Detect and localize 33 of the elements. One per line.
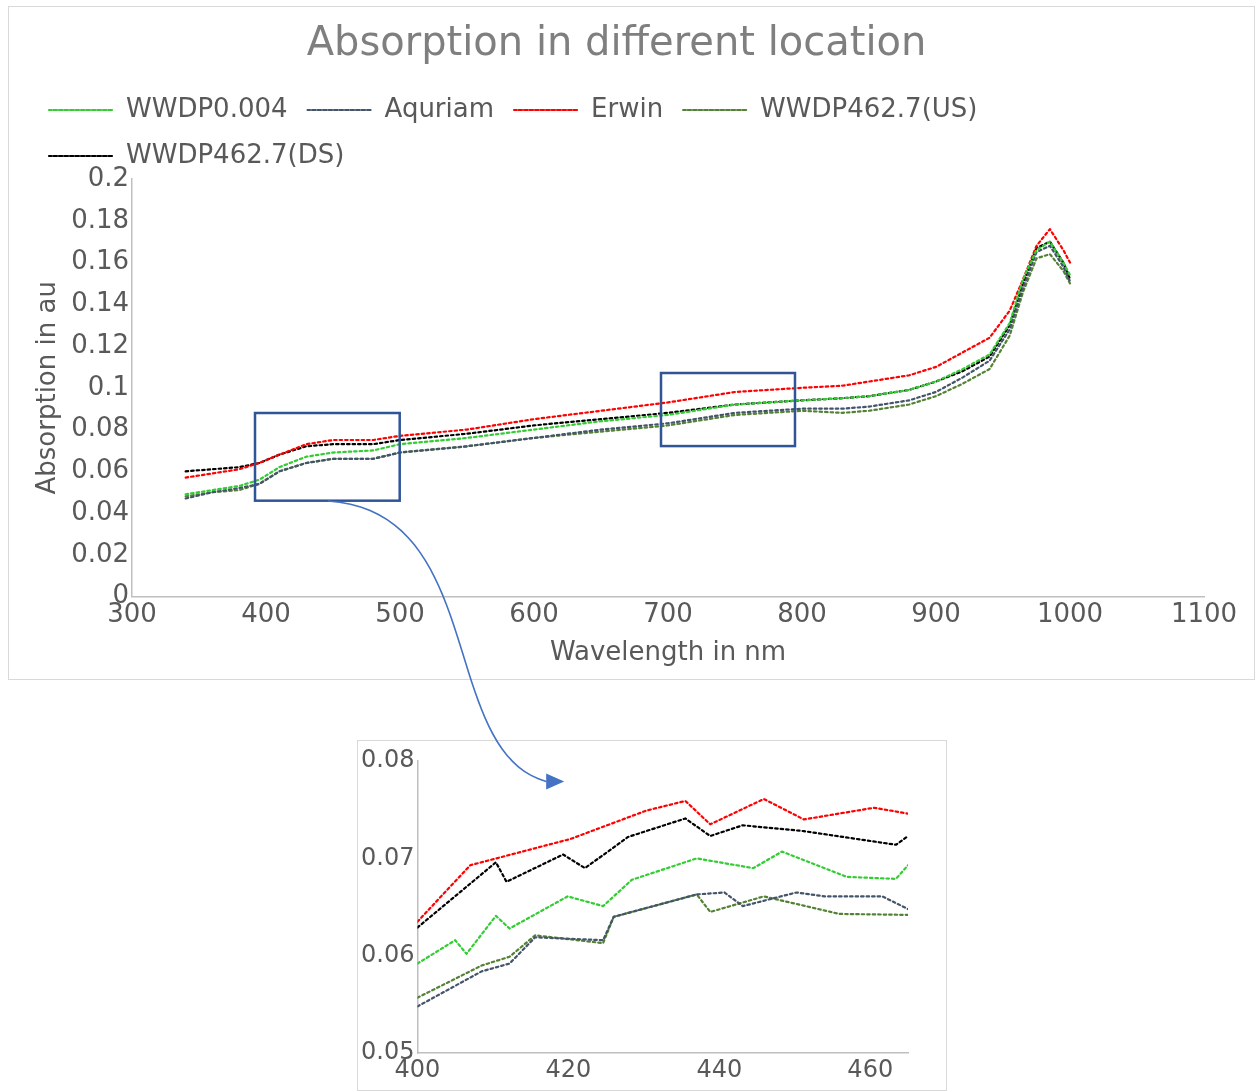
x-tick-label: 600 xyxy=(509,597,559,628)
y-tick-label: 0.08 xyxy=(361,745,415,774)
y-tick-label: 0.1 xyxy=(87,370,130,401)
y-tick-label: 0.08 xyxy=(71,412,130,443)
y-tick-label: 0.16 xyxy=(71,245,130,276)
y-tick-label: 0.07 xyxy=(361,842,415,871)
line-series xyxy=(417,817,908,929)
y-tick-label: 0.06 xyxy=(361,940,415,969)
line-series xyxy=(417,797,908,923)
y-axis-title: Absorption in au xyxy=(31,281,62,495)
y-tick-label: 0.04 xyxy=(71,495,130,526)
line-series xyxy=(417,850,908,965)
x-tick-label: 1000 xyxy=(1036,597,1104,628)
x-tick-label: 440 xyxy=(696,1054,743,1083)
y-tick-label: 0.14 xyxy=(71,287,130,318)
x-tick-label: 900 xyxy=(911,597,961,628)
x-tick-label: 400 xyxy=(241,597,291,628)
chart-title: Absorption in different location xyxy=(306,18,927,65)
x-tick-label: 420 xyxy=(545,1054,592,1083)
legend-label: Erwin xyxy=(591,92,664,123)
legend-label: WWDP0.004 xyxy=(126,92,288,123)
y-tick-label: 0.06 xyxy=(71,454,130,485)
y-tick-label: 0.12 xyxy=(71,328,130,359)
y-tick-label: 0.02 xyxy=(71,537,130,568)
x-axis-title: Wavelength in nm xyxy=(549,636,787,667)
x-tick-label: 460 xyxy=(847,1054,894,1083)
legend-label: WWDP462.7(US) xyxy=(760,92,978,123)
x-tick-label: 700 xyxy=(643,597,693,628)
x-tick-label: 500 xyxy=(375,597,425,628)
x-tick-label: 1100 xyxy=(1170,597,1238,628)
legend-label: Aquriam xyxy=(384,92,495,123)
y-tick-label: 0.18 xyxy=(71,203,130,234)
x-tick-label: 800 xyxy=(777,597,827,628)
